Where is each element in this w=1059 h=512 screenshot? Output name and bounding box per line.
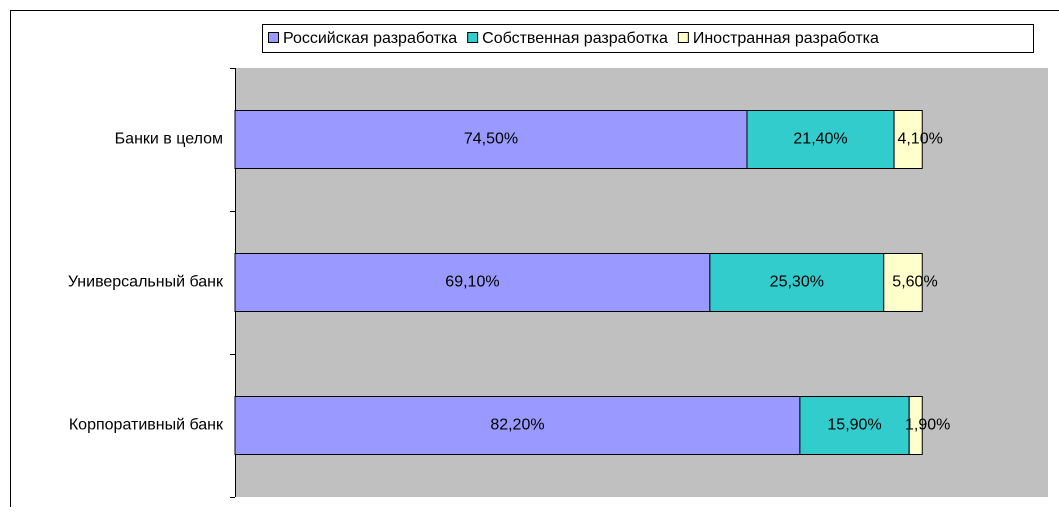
data-label: 4,10%: [897, 131, 942, 148]
data-label: 15,90%: [827, 417, 881, 434]
y-tick-label: Универсальный банк: [68, 274, 224, 291]
data-label: 1,90%: [905, 417, 950, 434]
legend-label: Собственная разработка: [482, 30, 668, 47]
data-label: 74,50%: [464, 131, 518, 148]
legend-swatch: [269, 33, 279, 43]
legend-swatch: [678, 33, 688, 43]
y-tick-label: Корпоративный банк: [69, 417, 224, 434]
legend-label: Российская разработка: [283, 30, 457, 47]
data-label: 5,60%: [892, 274, 937, 291]
data-label: 82,20%: [490, 417, 544, 434]
data-label: 69,10%: [445, 274, 499, 291]
data-label: 21,40%: [793, 131, 847, 148]
legend-swatch: [468, 33, 478, 43]
y-tick-label: Банки в целом: [115, 131, 223, 148]
legend-label: Иностранная разработка: [693, 30, 879, 47]
data-label: 25,30%: [770, 274, 824, 291]
